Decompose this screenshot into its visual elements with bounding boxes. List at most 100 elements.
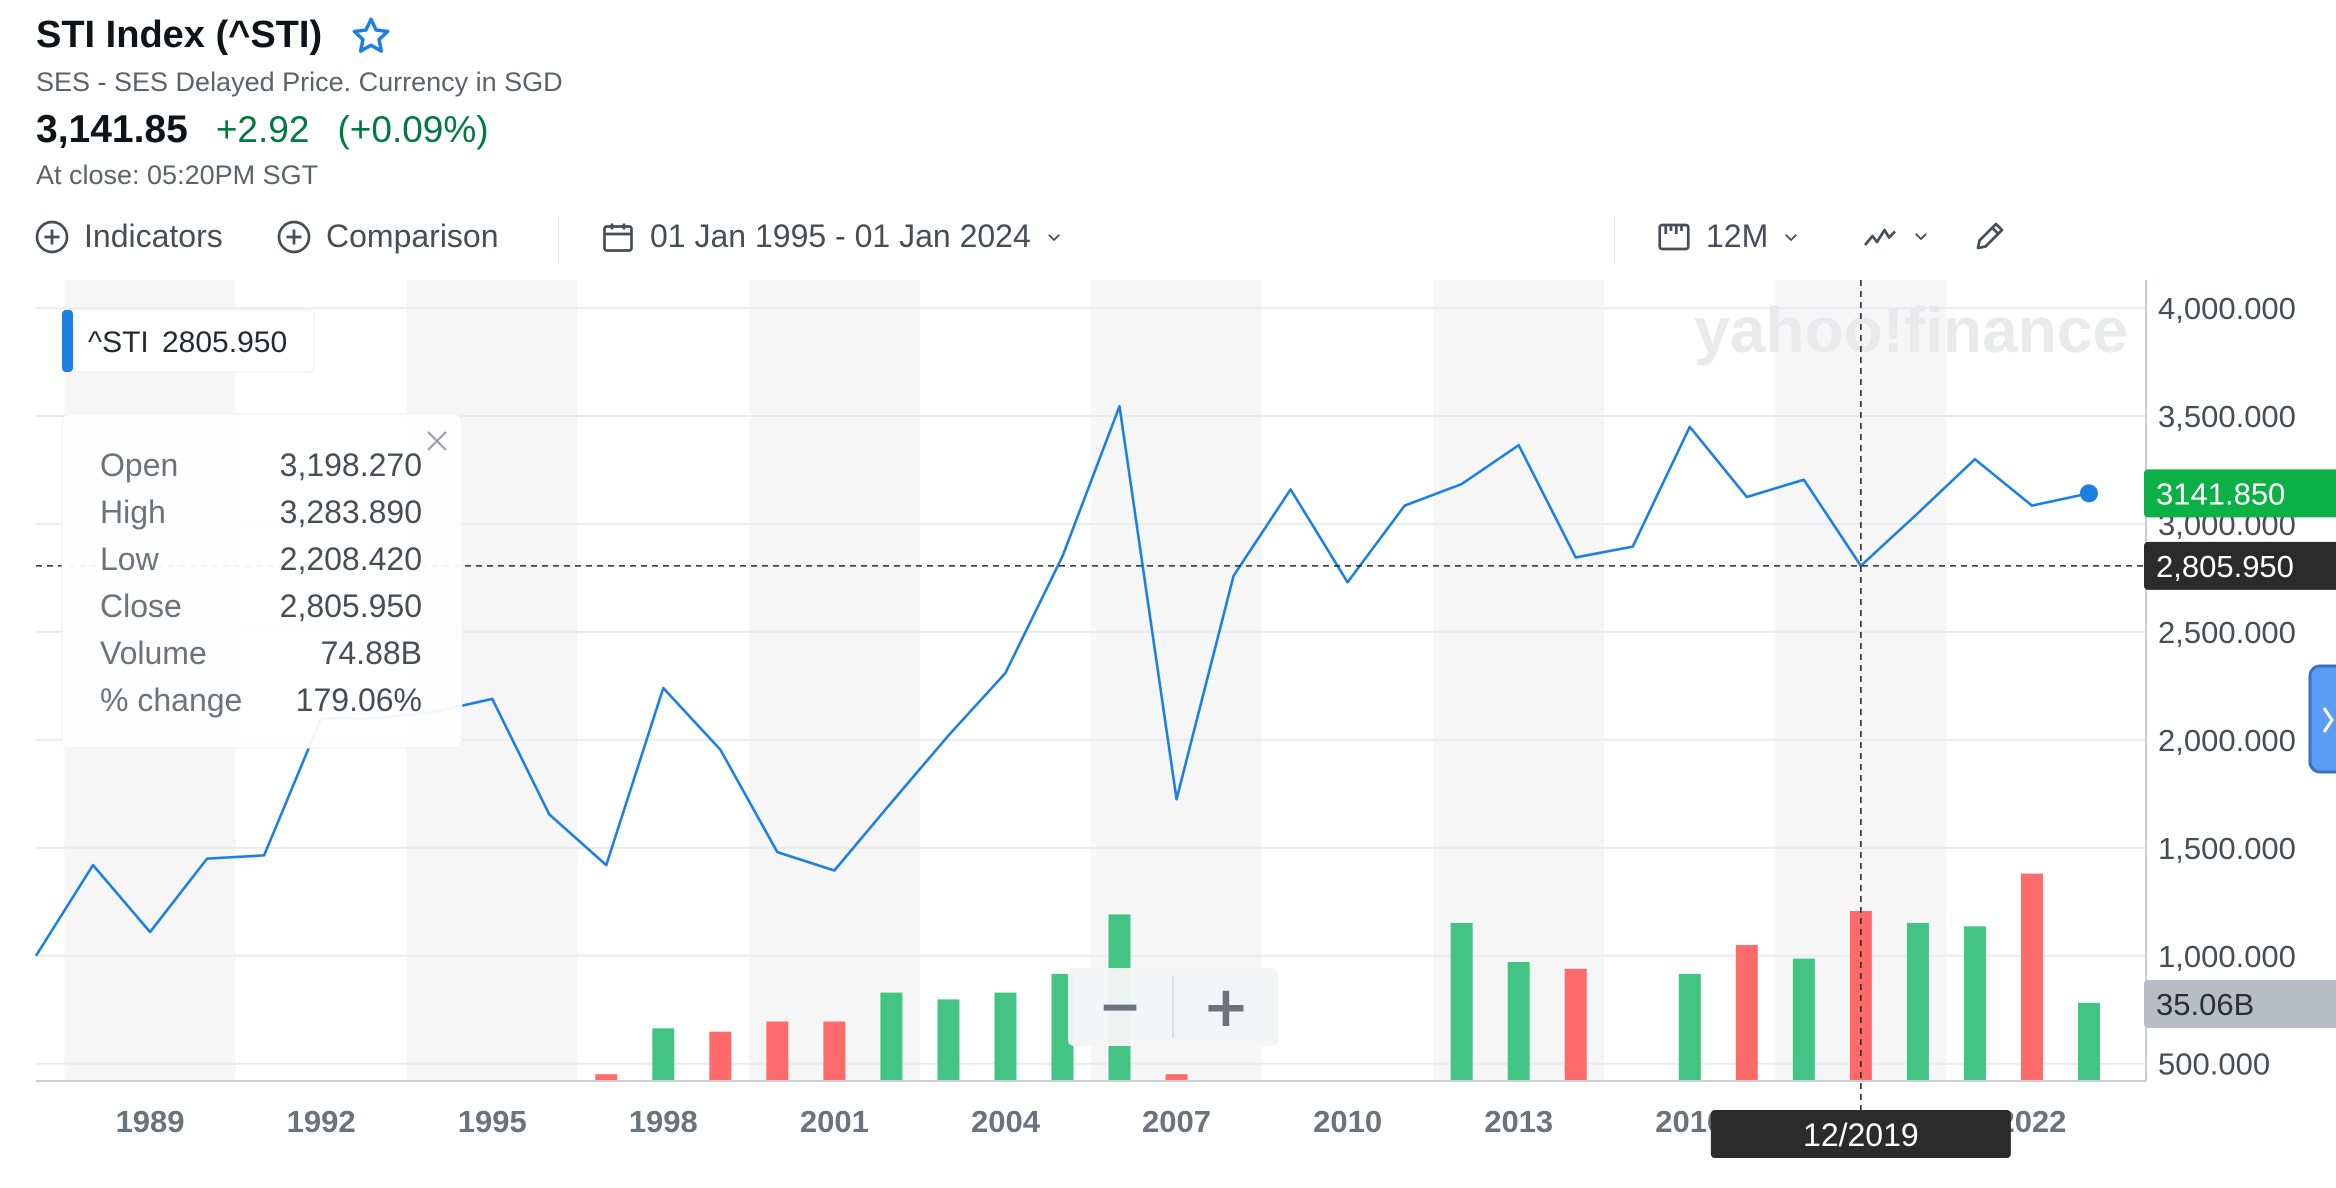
x-tick-label: 1989 — [116, 1104, 185, 1139]
toolbar-divider — [558, 218, 559, 264]
legend-symbol: ^STI — [88, 326, 149, 359]
volume-bar — [2077, 1002, 2100, 1081]
price-point — [147, 929, 153, 935]
x-tick-label: 1995 — [458, 1104, 527, 1139]
tooltip-label: Open — [100, 447, 178, 483]
price-point — [1687, 424, 1693, 430]
y-tick-label: 500.000 — [2158, 1047, 2270, 1082]
crosshair-price-badge: 2,805.950 — [2156, 549, 2294, 584]
price-point — [660, 685, 666, 691]
price-point — [90, 862, 96, 868]
price-point — [489, 696, 495, 702]
volume-bar — [1906, 922, 1929, 1081]
price-point — [2029, 503, 2035, 509]
star-icon[interactable] — [350, 15, 392, 57]
date-range-picker[interactable]: 01 Jan 1995 - 01 Jan 2024 — [600, 218, 1063, 255]
x-tick-label: 1998 — [629, 1104, 698, 1139]
y-tick-label: 1,000.000 — [2158, 939, 2296, 974]
x-tick-label: 2007 — [1142, 1104, 1211, 1139]
volume-bar — [1963, 926, 1986, 1081]
x-tick-label: 2004 — [971, 1104, 1041, 1139]
chart-type-selector[interactable] — [1862, 218, 1930, 254]
volume-bar — [709, 1031, 732, 1081]
price-point — [1402, 503, 1408, 509]
plus-circle-icon — [277, 220, 311, 253]
crosshair-price-badge-bg — [2144, 541, 2336, 590]
price-point — [1059, 553, 1065, 559]
calendar-icon — [603, 223, 633, 252]
pencil-icon — [1976, 222, 2004, 250]
draw-tool-button[interactable] — [1972, 218, 2008, 254]
volume-bar — [1507, 962, 1530, 1081]
tooltip-label: % change — [100, 682, 242, 718]
ohlc-tooltip: Open 3,198.270 High 3,283.890 Low 2,208.420 Cl… — [61, 413, 463, 749]
tooltip-label: High — [100, 494, 166, 530]
price-point — [1573, 554, 1579, 560]
price-point — [1630, 544, 1636, 550]
exchange-info: SES - SES Delayed Price. Currency in SGD — [36, 67, 563, 97]
y-tick-label: 2,500.000 — [2158, 615, 2296, 650]
x-tick-label: 2001 — [800, 1104, 869, 1139]
price-point — [1801, 477, 1807, 483]
comparison-label: Comparison — [326, 218, 499, 254]
zoom-controls: − + — [1068, 968, 1278, 1046]
y-tick-label: 3,500.000 — [2158, 399, 2296, 434]
chevron-down-icon — [1915, 233, 1927, 241]
page-title: STI Index (^STI) — [36, 14, 323, 56]
volume-bar — [823, 1021, 846, 1081]
price-point — [888, 799, 894, 805]
chevron-down-icon — [1047, 233, 1060, 241]
volume-bar — [1450, 922, 1473, 1081]
tooltip-value: 3,198.270 — [280, 447, 422, 483]
volume-badge: 35.06B — [2156, 987, 2254, 1022]
volume-bar — [595, 1074, 618, 1081]
y-tick-label: 2,000.000 — [2158, 723, 2296, 758]
series-legend[interactable]: ^STI 2805.950 — [61, 309, 315, 373]
volume-bar — [1792, 958, 1815, 1081]
tooltip-label: Low — [100, 541, 160, 577]
year-band — [748, 280, 920, 1081]
x-tick-label: 1992 — [287, 1104, 356, 1139]
zoom-out-button[interactable]: − — [1098, 977, 1142, 1037]
date-range-label: 01 Jan 1995 - 01 Jan 2024 — [650, 218, 1031, 254]
price-point — [261, 852, 267, 858]
chevron-down-icon — [1785, 233, 1798, 241]
volume-bar — [1051, 973, 1074, 1081]
price-point — [831, 867, 837, 873]
volume-bar — [1735, 945, 1758, 1081]
volume-bar — [1678, 973, 1701, 1081]
interval-label: 12M — [1706, 218, 1769, 254]
x-tick-label: 2013 — [1484, 1104, 1553, 1139]
last-price-dot — [2079, 484, 2098, 503]
interval-selector[interactable]: 12M — [1656, 218, 1800, 255]
indicators-button[interactable]: Indicators — [34, 218, 223, 255]
price-change-percent: (+0.09%) — [337, 109, 489, 150]
current-price-badge: 3141.850 — [2156, 476, 2285, 511]
current-price: 3,141.85 — [36, 108, 188, 151]
zoom-in-button[interactable]: + — [1203, 975, 1250, 1040]
price-point — [33, 953, 39, 959]
tooltip-value: 74.88B — [321, 635, 422, 671]
legend-value: 2805.950 — [162, 326, 287, 359]
yahoo-finance-watermark: yahoo!finance — [1694, 294, 2128, 366]
line-chart-icon — [1863, 228, 1896, 246]
volume-bar — [652, 1028, 675, 1081]
price-point — [945, 733, 951, 739]
side-panel-handle[interactable] — [2308, 664, 2336, 774]
price-point — [1174, 796, 1180, 802]
close-icon[interactable] — [427, 431, 447, 451]
crosshair-date-badge-bg — [1710, 1110, 2011, 1158]
y-tick-label: 4,000.000 — [2158, 291, 2296, 326]
price-point — [204, 856, 210, 862]
tooltip-value: 3,283.890 — [280, 494, 422, 530]
plus-circle-icon — [35, 220, 69, 253]
comparison-button[interactable]: Comparison — [276, 218, 499, 255]
volume-badge-bg — [2144, 980, 2336, 1028]
price-change: +2.92 — [215, 109, 310, 150]
tooltip-value: 179.06% — [296, 682, 422, 718]
volume-bar — [937, 999, 960, 1081]
price-point — [1345, 579, 1351, 585]
price-point — [1744, 494, 1750, 500]
volume-bar — [766, 1021, 789, 1081]
